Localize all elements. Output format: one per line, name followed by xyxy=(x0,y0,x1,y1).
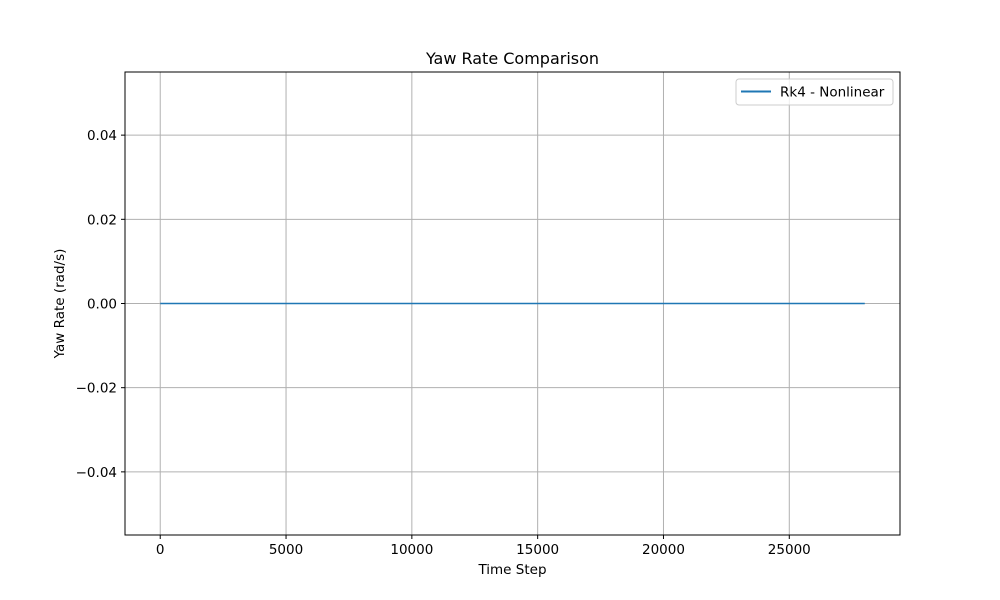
y-axis-label: Yaw Rate (rad/s) xyxy=(52,249,68,360)
x-tick-label: 10000 xyxy=(390,542,433,558)
y-axis-ticks: −0.04 −0.02 0.00 0.02 0.04 xyxy=(76,128,125,481)
legend-label: Rk4 - Nonlinear xyxy=(780,85,885,101)
x-axis-ticks: 0 5000 10000 15000 20000 25000 xyxy=(156,535,811,558)
x-tick-label: 25000 xyxy=(768,542,811,558)
x-tick-label: 20000 xyxy=(642,542,685,558)
x-tick-label: 15000 xyxy=(516,542,559,558)
y-tick-label: −0.04 xyxy=(76,465,117,481)
y-tick-label: −0.02 xyxy=(76,381,117,397)
x-tick-label: 0 xyxy=(156,542,165,558)
legend: Rk4 - Nonlinear xyxy=(735,78,894,106)
legend-box xyxy=(735,78,894,106)
x-axis-label: Time Step xyxy=(477,562,546,578)
y-tick-label: 0.02 xyxy=(87,212,117,228)
y-tick-label: 0.04 xyxy=(87,128,117,144)
chart-title: Yaw Rate Comparison xyxy=(425,49,599,68)
x-tick-label: 5000 xyxy=(269,542,303,558)
y-tick-label: 0.00 xyxy=(87,297,117,313)
